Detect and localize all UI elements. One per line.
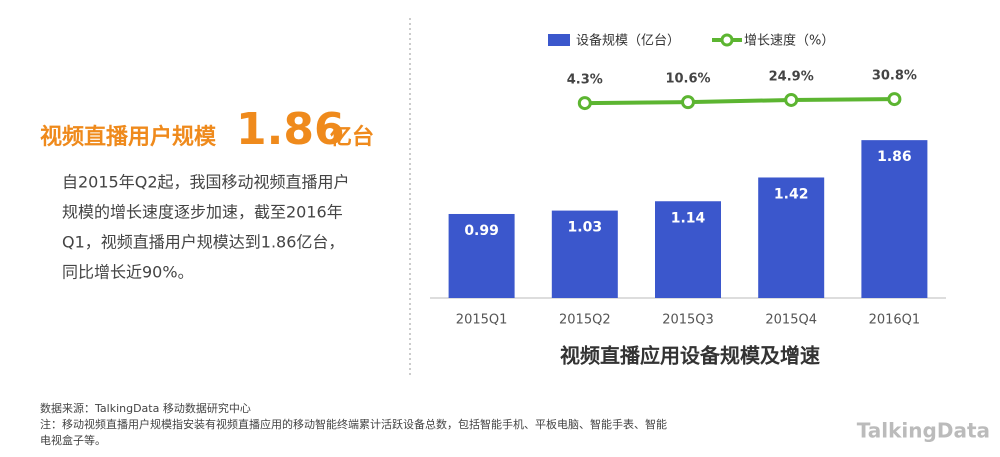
x-tick-label: 2015Q2 bbox=[559, 313, 611, 328]
line-point bbox=[784, 92, 799, 107]
legend-label: 增长速度（%） bbox=[744, 33, 834, 49]
logo: TalkingData bbox=[857, 419, 990, 443]
line bbox=[584, 97, 895, 106]
line-value-label: 24.9% bbox=[769, 69, 814, 84]
bar-value-label: 0.99 bbox=[464, 223, 499, 239]
bar bbox=[551, 210, 618, 298]
bar bbox=[861, 140, 928, 298]
bar-value-label: 1.14 bbox=[671, 210, 706, 226]
x-tick-label: 2015Q3 bbox=[662, 313, 714, 328]
bar bbox=[758, 177, 825, 298]
line-value-label: 4.3% bbox=[567, 73, 603, 88]
description-line: Q1，视频直播用户规模达到1.86亿台， bbox=[62, 233, 344, 252]
line-value-label: 10.6% bbox=[665, 72, 710, 87]
x-tick-label: 2016Q1 bbox=[869, 313, 921, 328]
footer-line: 注：移动视频直播用户规模指安装有视频直播应用的移动智能终端累计活跃设备总数，包括… bbox=[40, 417, 667, 431]
headline-number: 1.86 bbox=[236, 104, 345, 155]
bar-value-label: 1.42 bbox=[774, 186, 809, 202]
description-line: 自2015年Q2起，我国移动视频直播用户 bbox=[62, 173, 350, 192]
headline-label: 视频直播用户规模 bbox=[40, 124, 217, 150]
x-tick-label: 2015Q4 bbox=[765, 313, 817, 328]
description-line: 规模的增长速度逐步加速，截至2016年 bbox=[62, 203, 343, 222]
footer: 数据来源：TalkingData 移动数据研究中心注：移动视频直播用户规模指安装… bbox=[40, 401, 667, 447]
bar-value-label: 1.03 bbox=[568, 220, 603, 236]
description-line: 同比增长近90%。 bbox=[62, 263, 194, 282]
x-tick-label: 2015Q1 bbox=[456, 313, 508, 328]
legend-label: 设备规模（亿台） bbox=[576, 33, 680, 49]
legend-swatch bbox=[548, 34, 570, 46]
bar-value-label: 1.86 bbox=[877, 149, 912, 165]
line-point bbox=[577, 96, 592, 111]
footer-line: 电视盒子等。 bbox=[40, 433, 106, 447]
line-point bbox=[887, 92, 902, 107]
line-value-label: 30.8% bbox=[872, 69, 917, 84]
bar bbox=[655, 201, 721, 298]
legend-swatch bbox=[720, 33, 734, 47]
chart-title: 视频直播应用设备规模及增速 bbox=[560, 344, 820, 368]
line-point bbox=[681, 95, 695, 110]
footer-line: 数据来源：TalkingData 移动数据研究中心 bbox=[40, 401, 251, 415]
headline-unit: 亿台 bbox=[330, 124, 374, 150]
bar bbox=[448, 213, 515, 298]
